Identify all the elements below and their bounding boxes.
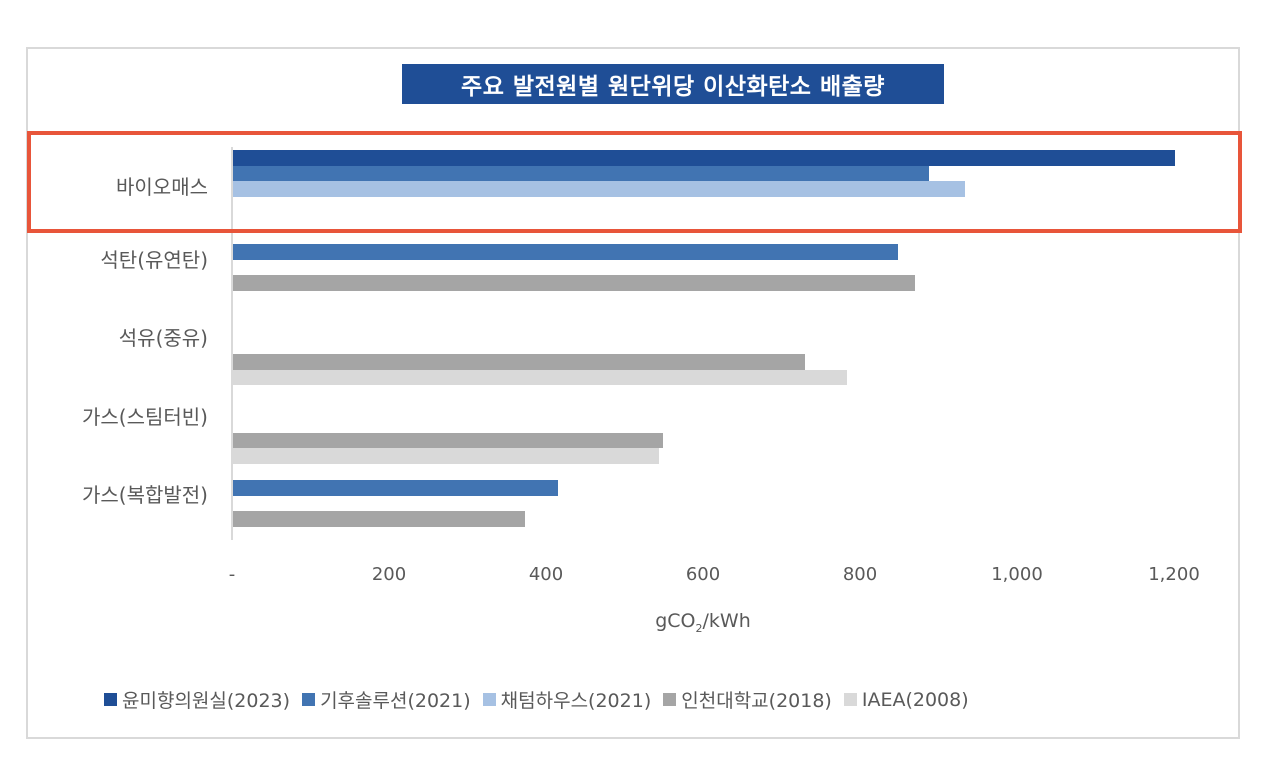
bar (233, 165, 930, 182)
bar (233, 511, 526, 527)
legend-item: 기후솔루션(2021) (302, 686, 471, 713)
x-tick-label: - (228, 564, 236, 585)
legend-label: 윤미향의원실(2023) (122, 690, 291, 712)
chart-title: 주요 발전원별 원단위당 이산화탄소 배출량 (402, 64, 944, 104)
legend-item: 인천대학교(2018) (663, 686, 832, 713)
x-tick-label: 1,200 (1148, 564, 1200, 585)
legend-item: 채텀하우스(2021) (482, 686, 652, 713)
category-label: 가스(복합발전) (81, 483, 208, 508)
category-label: 바이오매스 (116, 175, 208, 199)
x-tick-label: 800 (842, 564, 878, 585)
legend: 윤미향의원실(2023) 기후솔루션(2021) 채텀하우스(2021) 인천대학교(… (104, 686, 969, 713)
legend-swatch-icon (843, 693, 857, 706)
bar (233, 448, 660, 464)
x-axis-label: gCO2/kWh (655, 610, 751, 635)
bar (233, 480, 558, 496)
bar (233, 275, 916, 291)
x-axis-label-main: gCO (655, 610, 696, 632)
x-tick-label: 600 (685, 564, 721, 585)
category-label: 석탄(유연탄) (100, 247, 208, 272)
legend-item: 윤미향의원실(2023) (104, 686, 290, 713)
category-label: 석유(중유) (118, 326, 208, 351)
bar (233, 354, 806, 370)
x-axis-label-sub: 2 (695, 621, 703, 635)
bar (233, 432, 664, 449)
legend-swatch-icon (482, 693, 496, 706)
x-tick-label: 1,000 (991, 564, 1043, 585)
legend-item: IAEA(2008) (843, 688, 969, 711)
x-axis-label-unit: /kWh (702, 610, 751, 632)
legend-swatch-icon (302, 693, 316, 706)
legend-swatch-icon (104, 693, 117, 706)
bar (233, 181, 965, 197)
bar (233, 150, 1175, 166)
x-tick-label: 400 (528, 564, 564, 585)
legend-label: 인천대학교(2018) (681, 690, 832, 712)
legend-label: 채텀하우스(2021) (500, 690, 652, 712)
legend-label: IAEA(2008) (861, 688, 969, 711)
x-tick-label: 200 (371, 564, 407, 585)
bar (233, 244, 898, 260)
y-axis-line (231, 147, 233, 540)
bar (233, 369, 847, 386)
legend-swatch-icon (663, 693, 677, 706)
legend-label: 기후솔루션(2021) (320, 690, 471, 712)
category-label: 가스(스팀터빈) (81, 404, 208, 429)
